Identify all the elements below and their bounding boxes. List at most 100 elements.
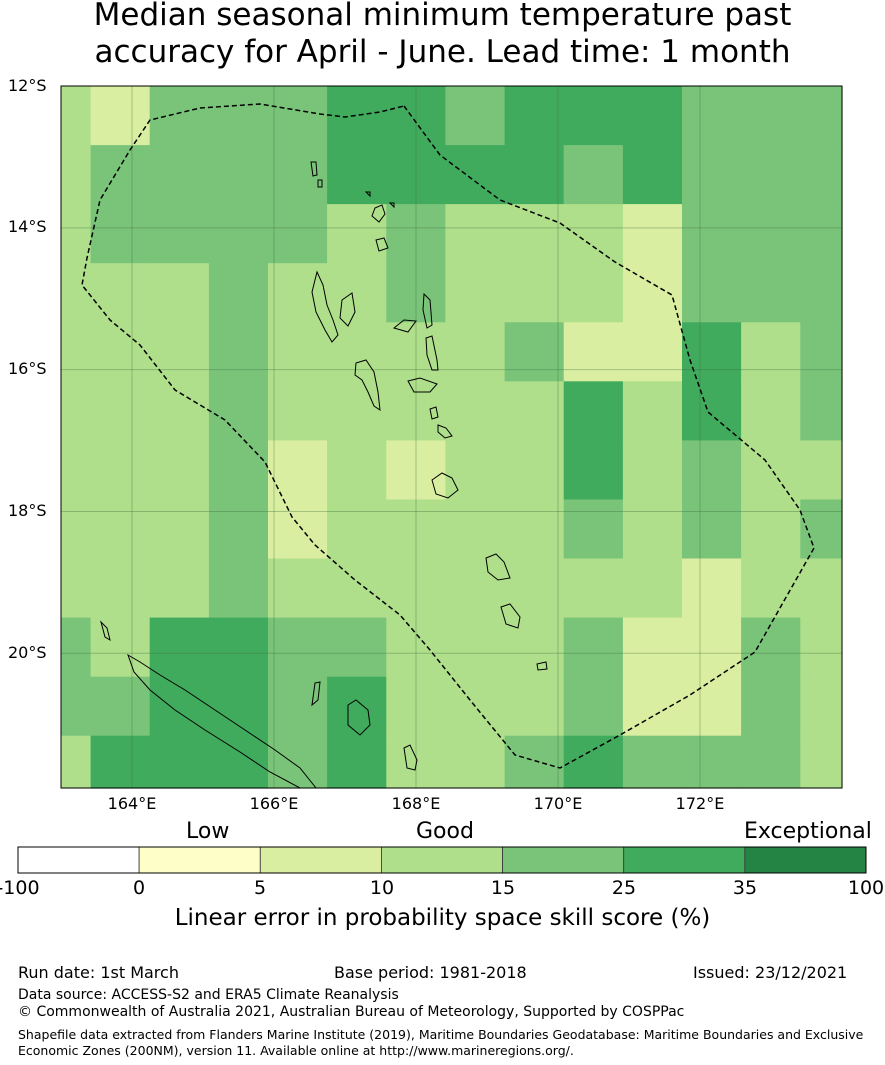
- skill-cell: [800, 440, 843, 501]
- skill-cell: [61, 617, 92, 678]
- aneityum-island: [536, 661, 548, 671]
- skill-cell: [563, 735, 624, 789]
- lat-lon-gridlines: [61, 86, 842, 788]
- skill-cell: [445, 322, 506, 382]
- skill-cell: [682, 145, 742, 205]
- skill-cell: [682, 322, 742, 382]
- skill-cell: [386, 558, 446, 619]
- colorbar-tick: 5: [253, 877, 267, 899]
- skill-cell: [386, 86, 446, 146]
- skill-cell: [149, 499, 210, 560]
- skill-cell: [445, 499, 506, 560]
- colorbar-segment: [138, 846, 261, 874]
- colorbar-label: Linear error in probability space skill …: [174, 905, 711, 931]
- skill-cell: [268, 263, 328, 323]
- skill-cell: [622, 440, 683, 501]
- skill-cell: [563, 499, 624, 560]
- skill-cell: [90, 440, 151, 501]
- skill-cell: [61, 499, 92, 560]
- malo-island: [339, 292, 356, 327]
- skill-cell: [149, 617, 210, 678]
- torres-islands: [310, 161, 323, 188]
- skill-cell: [563, 440, 624, 501]
- skill-cell: [445, 204, 506, 264]
- skill-cell: [327, 676, 387, 737]
- skill-cell: [504, 381, 565, 441]
- skill-cell: [622, 499, 683, 560]
- skill-cell: [208, 145, 269, 205]
- skill-cell: [90, 86, 151, 146]
- skill-cell: [741, 145, 801, 205]
- shapefile-credit-line-1: Shapefile data extracted from Flanders M…: [18, 1027, 864, 1042]
- skill-cell: [800, 617, 843, 678]
- category-low: Low: [186, 819, 230, 844]
- colorbar-segment: [259, 846, 382, 874]
- skill-cell: [149, 145, 210, 205]
- skill-cell: [208, 86, 269, 146]
- skill-cell: [741, 322, 801, 382]
- loyalty-islands: [311, 681, 418, 771]
- skill-cell: [682, 499, 742, 560]
- skill-cell: [682, 676, 742, 737]
- skill-cell: [682, 617, 742, 678]
- skill-cell: [682, 735, 742, 789]
- colorbar-tick: 15: [490, 877, 516, 899]
- skill-cell: [327, 735, 387, 789]
- skill-cell: [741, 440, 801, 501]
- map-frame: [60, 85, 843, 789]
- skill-cell: [504, 440, 565, 501]
- skill-cell: [682, 86, 742, 146]
- epi-island: [437, 424, 453, 439]
- skill-cell: [741, 263, 801, 323]
- skill-cell: [90, 322, 151, 382]
- skill-cell: [622, 145, 683, 205]
- skill-cell: [327, 558, 387, 619]
- skill-cell: [504, 263, 565, 323]
- skill-cell: [386, 381, 446, 441]
- skill-cell: [327, 499, 387, 560]
- skill-cell: [563, 263, 624, 323]
- skill-cell: [800, 381, 843, 441]
- skill-cell: [149, 322, 210, 382]
- copyright: © Commonwealth of Australia 2021, Austra…: [18, 1004, 685, 1020]
- skill-cell: [327, 440, 387, 501]
- pentecost-island: [425, 335, 439, 371]
- skill-cell: [61, 381, 92, 441]
- skill-cell: [61, 322, 92, 382]
- skill-cell: [504, 558, 565, 619]
- skill-cell: [563, 676, 624, 737]
- skill-cell: [682, 558, 742, 619]
- colorbar-segment: [381, 846, 503, 874]
- skill-cell: [386, 322, 446, 382]
- skill-cell: [504, 499, 565, 560]
- skill-cell: [682, 263, 742, 323]
- skill-cell: [504, 735, 565, 789]
- skill-cell: [268, 86, 328, 146]
- skill-cell: [90, 145, 151, 205]
- issued-date: Issued: 23/12/2021: [693, 963, 848, 982]
- skill-cell: [563, 558, 624, 619]
- skill-cell: [268, 735, 328, 789]
- skill-cell: [445, 440, 506, 501]
- colorbar-tick: 35: [732, 877, 758, 899]
- skill-cell: [504, 204, 565, 264]
- malekula-island: [354, 359, 381, 412]
- skill-cell: [268, 204, 328, 264]
- skill-cell: [445, 617, 506, 678]
- chart-title-line-2: accuracy for April - June. Lead time: 1 …: [94, 34, 791, 70]
- skill-cell: [327, 322, 387, 382]
- erromango-island: [485, 553, 511, 581]
- skill-cell: [149, 735, 210, 789]
- skill-cell: [90, 676, 151, 737]
- skill-cell: [800, 676, 843, 737]
- skill-cell: [800, 263, 843, 323]
- lat-label-18s: 18°S: [8, 501, 47, 520]
- skill-cell: [90, 735, 151, 789]
- skill-cell: [622, 558, 683, 619]
- skill-cell: [327, 263, 387, 323]
- banks-islands: [364, 191, 395, 252]
- lat-label-14s: 14°S: [8, 217, 47, 236]
- colorbar-tick: 100: [847, 877, 885, 899]
- skill-cell: [445, 735, 506, 789]
- skill-cell: [268, 381, 328, 441]
